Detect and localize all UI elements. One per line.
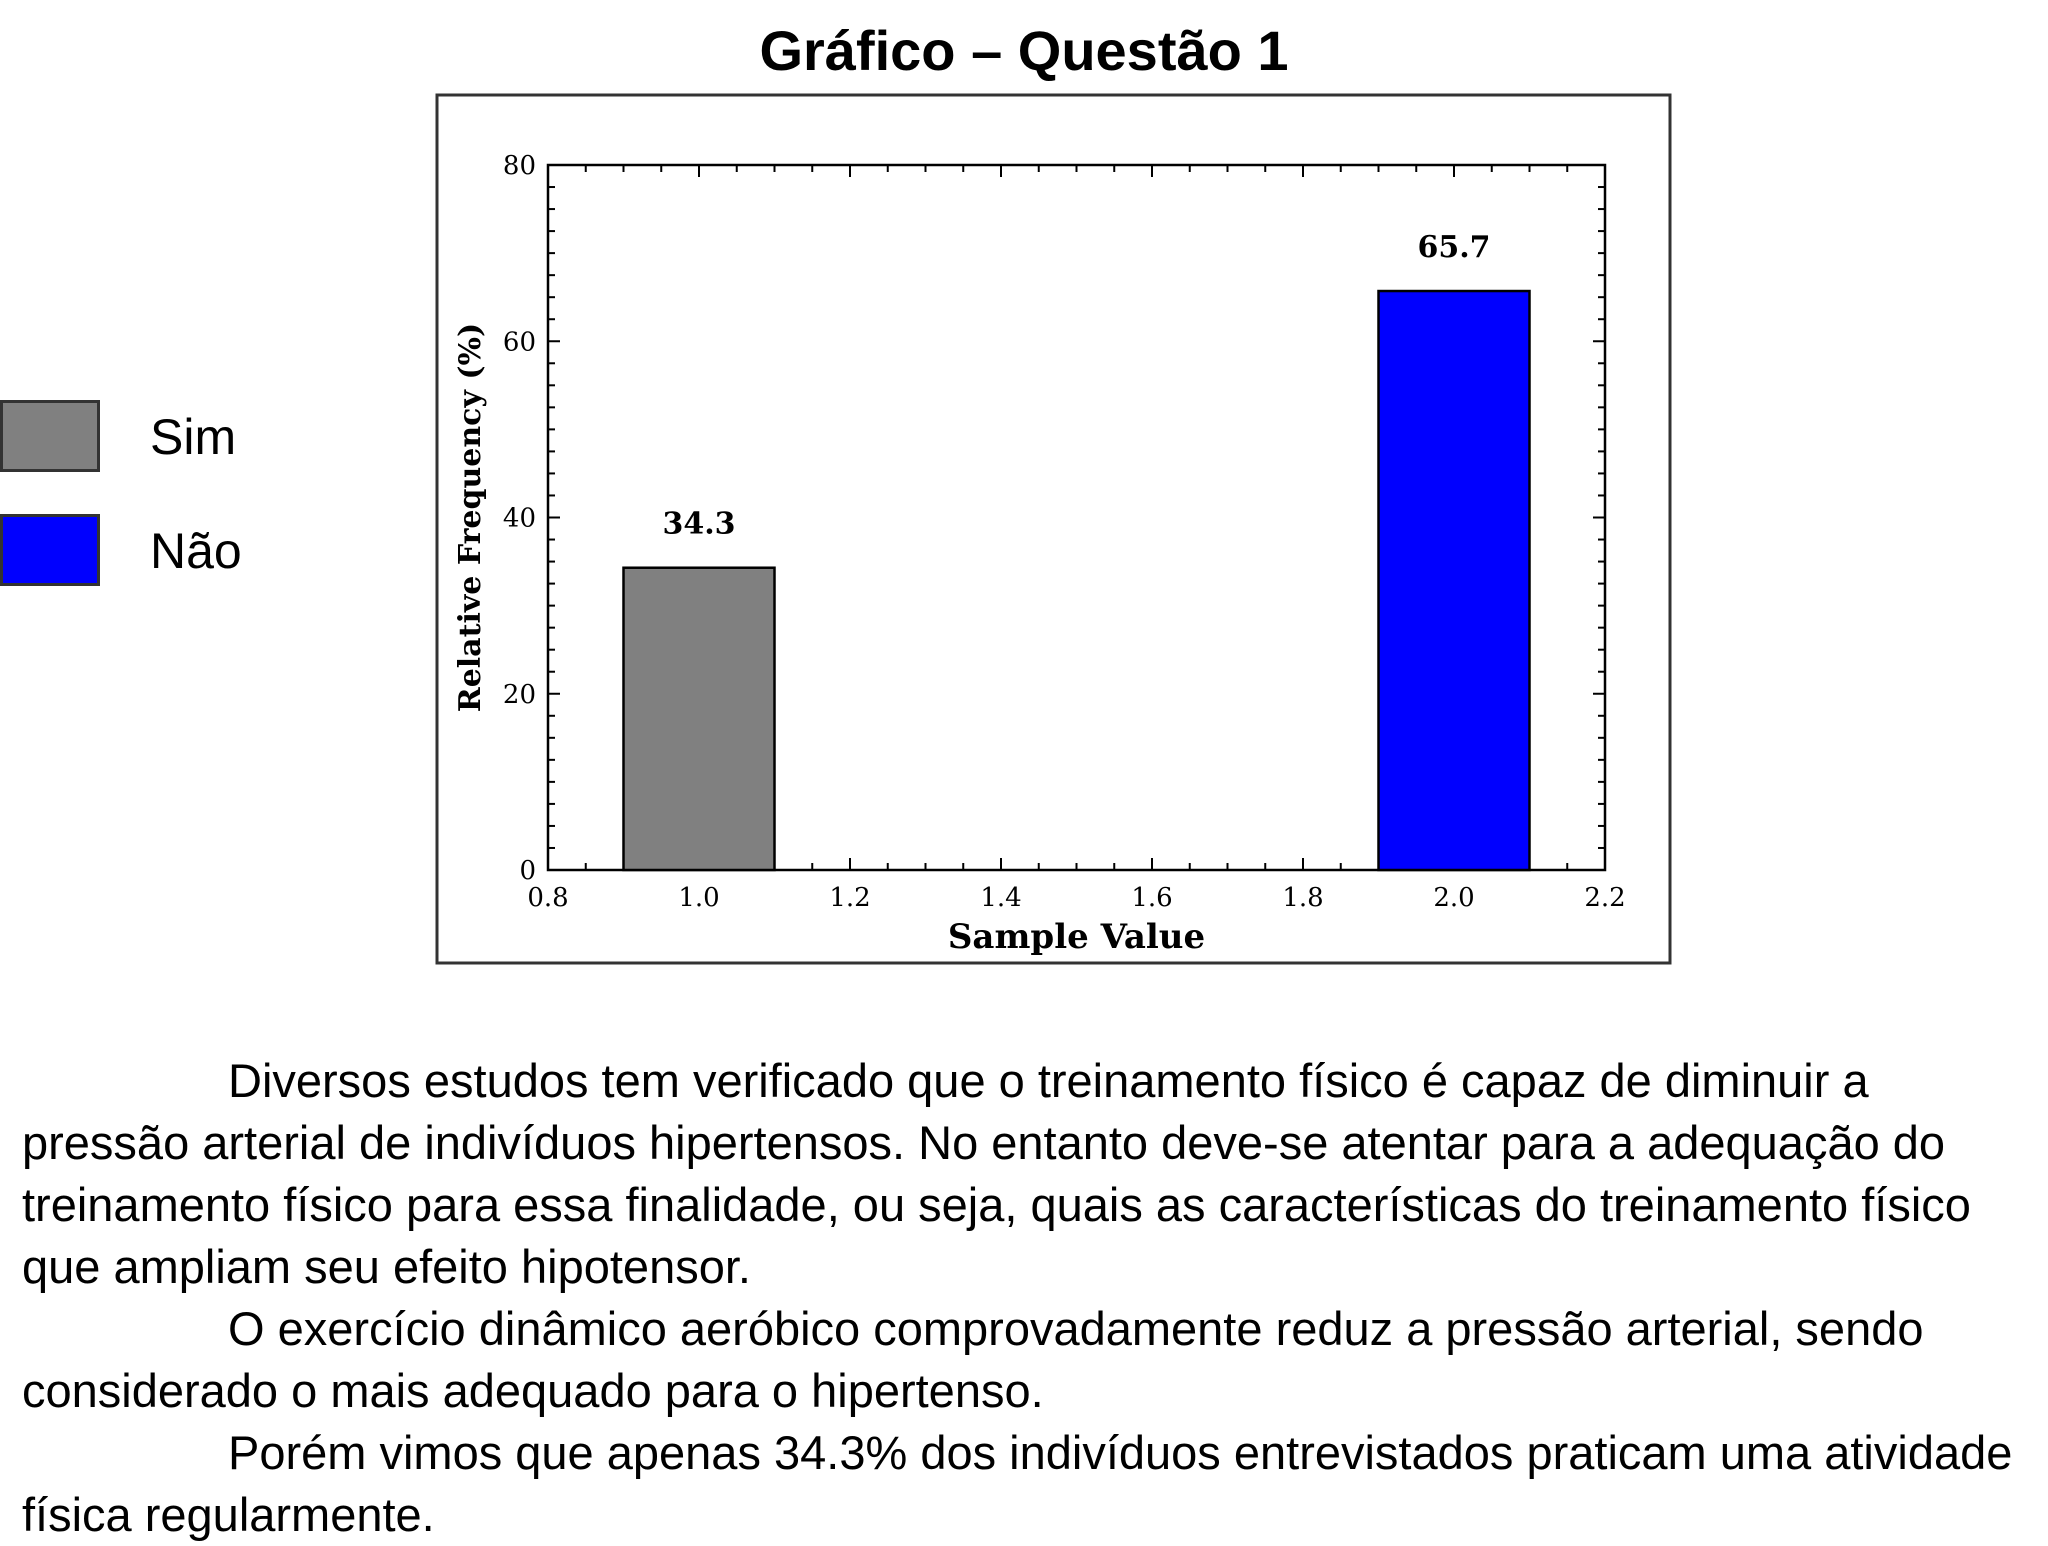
x-tick-label: 2.0 <box>1433 883 1474 913</box>
y-axis-label: Relative Frequency (%) <box>453 323 488 712</box>
y-tick-label: 80 <box>503 151 536 181</box>
x-tick-label: 2.2 <box>1584 883 1625 913</box>
bar-1 <box>622 566 776 872</box>
legend-swatch-nao <box>0 514 100 586</box>
x-tick-label: 0.8 <box>527 883 568 913</box>
paragraph-1: Diversos estudos tem verificado que o tr… <box>22 1054 1971 1293</box>
x-tick-label: 1.0 <box>678 883 719 913</box>
y-tick-label: 0 <box>519 856 536 886</box>
y-tick-label: 20 <box>503 680 536 710</box>
legend-item-sim: Sim <box>0 400 300 480</box>
bar-2 <box>1377 289 1531 872</box>
legend-label-nao: Não <box>150 523 242 579</box>
x-axis-label: Sample Value <box>948 917 1205 957</box>
bar-chart: 0.8 1.0 1.2 1.4 1.6 1.8 2.0 2.2 0 20 40 60 80 Sample … <box>435 93 1672 965</box>
legend-label-sim: Sim <box>150 409 237 465</box>
page-title: Gráfico – Questão 1 <box>759 19 1289 82</box>
legend-swatch-sim <box>0 400 100 472</box>
x-tick-label: 1.4 <box>980 883 1021 913</box>
y-tick-label: 60 <box>503 327 536 357</box>
paragraph-3: Porém vimos que apenas 34.3% dos indivíd… <box>22 1426 2013 1541</box>
legend-item-nao: Não <box>0 514 300 594</box>
x-tick-label: 1.2 <box>829 883 870 913</box>
x-tick-label: 1.6 <box>1131 883 1172 913</box>
x-tick-label: 1.8 <box>1282 883 1323 913</box>
paragraph-2: O exercício dinâmico aeróbico comprovada… <box>22 1302 1924 1417</box>
bar-value-label: 34.3 <box>662 507 735 542</box>
bar-value-label: 65.7 <box>1417 230 1490 265</box>
y-tick-label: 40 <box>503 504 536 534</box>
body-text: Diversos estudos tem verificado que o tr… <box>22 1050 2032 1546</box>
